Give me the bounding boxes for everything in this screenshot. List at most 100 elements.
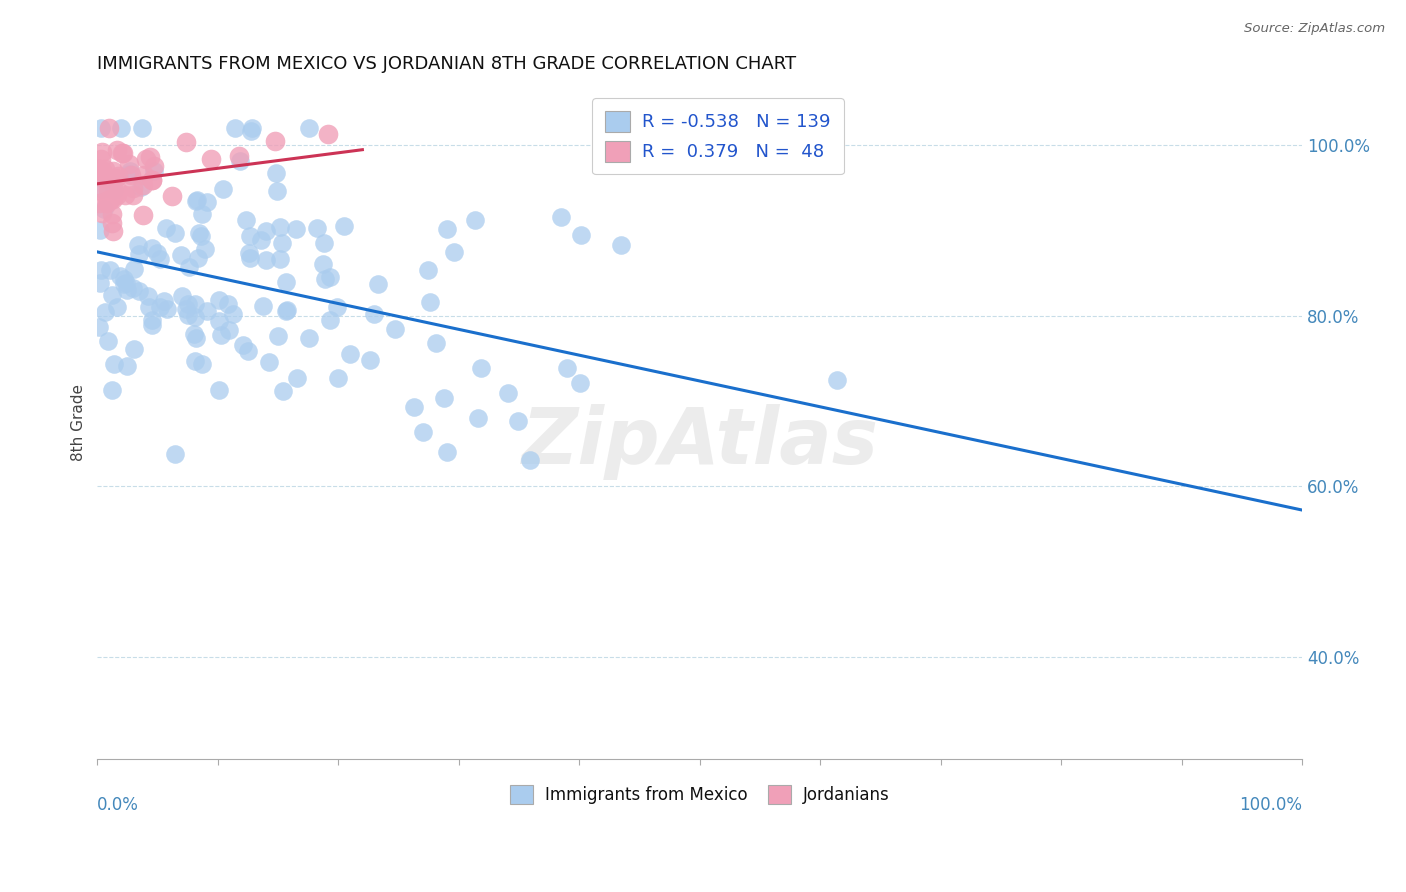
Point xyxy=(269,220,291,235)
Point xyxy=(271,384,294,399)
Legend: Immigrants from Mexico, Jordanians: Immigrants from Mexico, Jordanians xyxy=(503,779,896,811)
Point xyxy=(89,223,111,237)
Point xyxy=(129,180,152,194)
Point xyxy=(186,194,208,209)
Text: ZipAtlas: ZipAtlas xyxy=(522,404,879,481)
Point xyxy=(143,159,166,173)
Point xyxy=(270,236,292,251)
Point xyxy=(100,192,122,206)
Point xyxy=(118,167,141,181)
Point xyxy=(311,257,333,271)
Point xyxy=(90,163,112,178)
Point xyxy=(464,213,486,227)
Point xyxy=(236,344,259,359)
Point xyxy=(191,357,214,371)
Point xyxy=(124,342,146,356)
Point xyxy=(163,226,186,240)
Point xyxy=(91,145,114,159)
Point xyxy=(108,268,131,283)
Point xyxy=(312,236,335,251)
Point xyxy=(103,164,125,178)
Point xyxy=(124,261,146,276)
Point xyxy=(232,338,254,352)
Point xyxy=(107,184,129,198)
Point xyxy=(131,208,153,222)
Point xyxy=(105,187,128,202)
Point xyxy=(103,357,125,371)
Point xyxy=(184,297,207,311)
Point xyxy=(443,245,465,260)
Point xyxy=(412,425,434,440)
Point xyxy=(569,376,592,390)
Point xyxy=(200,152,222,166)
Point xyxy=(141,318,163,332)
Point xyxy=(433,391,456,405)
Point xyxy=(127,238,149,252)
Point xyxy=(101,216,124,230)
Point xyxy=(110,121,132,136)
Point xyxy=(118,157,141,171)
Text: IMMIGRANTS FROM MEXICO VS JORDANIAN 8TH GRADE CORRELATION CHART: IMMIGRANTS FROM MEXICO VS JORDANIAN 8TH … xyxy=(97,55,796,73)
Point xyxy=(359,353,381,368)
Point xyxy=(228,148,250,162)
Point xyxy=(134,168,156,182)
Point xyxy=(557,360,579,375)
Point xyxy=(114,277,136,291)
Point xyxy=(254,252,277,267)
Point xyxy=(141,172,163,186)
Point xyxy=(93,167,115,181)
Point xyxy=(207,293,229,308)
Point xyxy=(257,355,280,369)
Point xyxy=(177,297,200,311)
Point xyxy=(298,331,321,345)
Point xyxy=(128,284,150,298)
Point xyxy=(384,322,406,336)
Point xyxy=(239,251,262,265)
Point xyxy=(149,300,172,314)
Point xyxy=(319,313,342,327)
Point xyxy=(235,213,257,227)
Point xyxy=(316,128,339,142)
Point xyxy=(333,219,356,233)
Point xyxy=(218,323,240,337)
Point xyxy=(425,336,447,351)
Point xyxy=(121,181,143,195)
Point xyxy=(94,304,117,318)
Point xyxy=(87,195,110,210)
Point xyxy=(90,184,112,198)
Point xyxy=(419,295,441,310)
Point xyxy=(186,193,208,207)
Point xyxy=(101,383,124,397)
Point xyxy=(143,164,166,178)
Point xyxy=(827,373,849,387)
Point xyxy=(87,320,110,334)
Point xyxy=(149,252,172,266)
Point xyxy=(183,327,205,342)
Point xyxy=(111,145,134,160)
Point xyxy=(367,277,389,292)
Point xyxy=(114,188,136,202)
Point xyxy=(97,334,120,348)
Point xyxy=(170,248,193,262)
Point xyxy=(141,172,163,186)
Point xyxy=(176,308,198,322)
Point xyxy=(174,135,197,149)
Point xyxy=(122,188,145,202)
Point xyxy=(470,361,492,376)
Point xyxy=(285,222,308,236)
Point xyxy=(326,300,349,314)
Point xyxy=(519,452,541,467)
Point xyxy=(416,262,439,277)
Point xyxy=(506,414,529,428)
Point xyxy=(141,241,163,255)
Point xyxy=(114,272,136,286)
Point xyxy=(208,314,231,328)
Point xyxy=(138,150,160,164)
Point xyxy=(101,193,124,207)
Point xyxy=(264,134,287,148)
Point xyxy=(266,184,288,198)
Point xyxy=(145,246,167,260)
Point xyxy=(222,307,245,321)
Point xyxy=(496,385,519,400)
Point xyxy=(404,400,426,414)
